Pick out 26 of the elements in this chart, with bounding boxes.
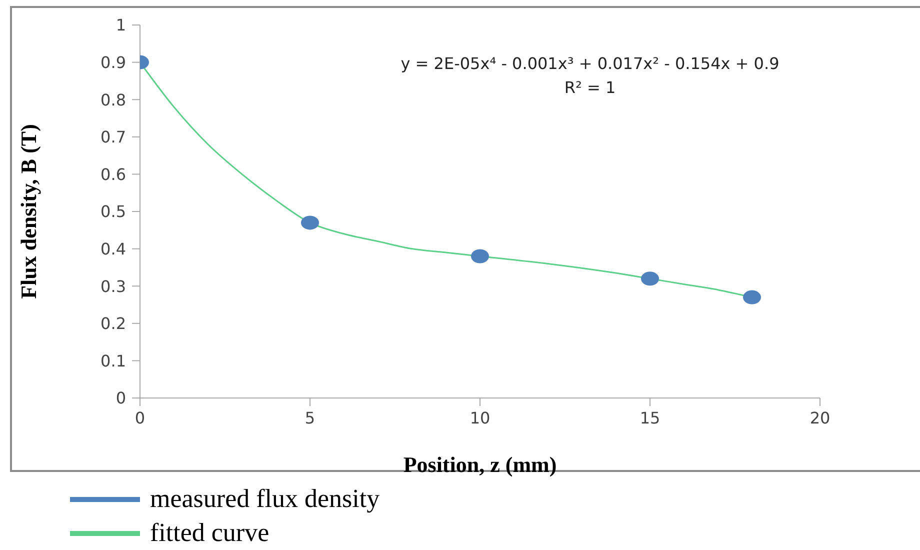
y-tick-label: 0.3	[100, 276, 126, 296]
y-tick-label: 0.7	[100, 128, 126, 147]
y-tick-label: 0.8	[100, 90, 126, 110]
y-tick-label: 0.1	[100, 351, 126, 370]
point	[301, 216, 319, 230]
x-tick-label: 5	[304, 408, 316, 428]
annotation: R² = 1	[563, 77, 617, 99]
y-tick-label: 0	[116, 388, 126, 408]
legend-label: fitted curve	[150, 518, 270, 548]
y-tick-label: 1	[116, 16, 126, 35]
x-axis-title: Position, z (mm)	[403, 452, 557, 477]
legend-label: measured flux density	[150, 484, 380, 514]
x-tick-label: 15	[640, 408, 660, 428]
point	[471, 249, 489, 264]
x-tick-label: 20	[810, 408, 830, 428]
x-tick-label: 0	[134, 408, 146, 428]
y-axis-title: Flux density, B (T)	[16, 124, 41, 299]
point	[743, 290, 761, 304]
y-tick-label: 0.9	[100, 52, 126, 72]
x-tick-label: 10	[470, 408, 490, 428]
annotation: y = 2E-05x⁴ - 0.001x³ + 0.017x² - 0.154x + 0.9	[400, 53, 780, 75]
y-tick-label: 0.2	[100, 314, 126, 334]
y-tick-label: 0.5	[100, 202, 126, 222]
y-tick-label: 0.6	[100, 164, 126, 184]
y-tick-label: 0.4	[100, 239, 126, 258]
point	[641, 272, 659, 286]
